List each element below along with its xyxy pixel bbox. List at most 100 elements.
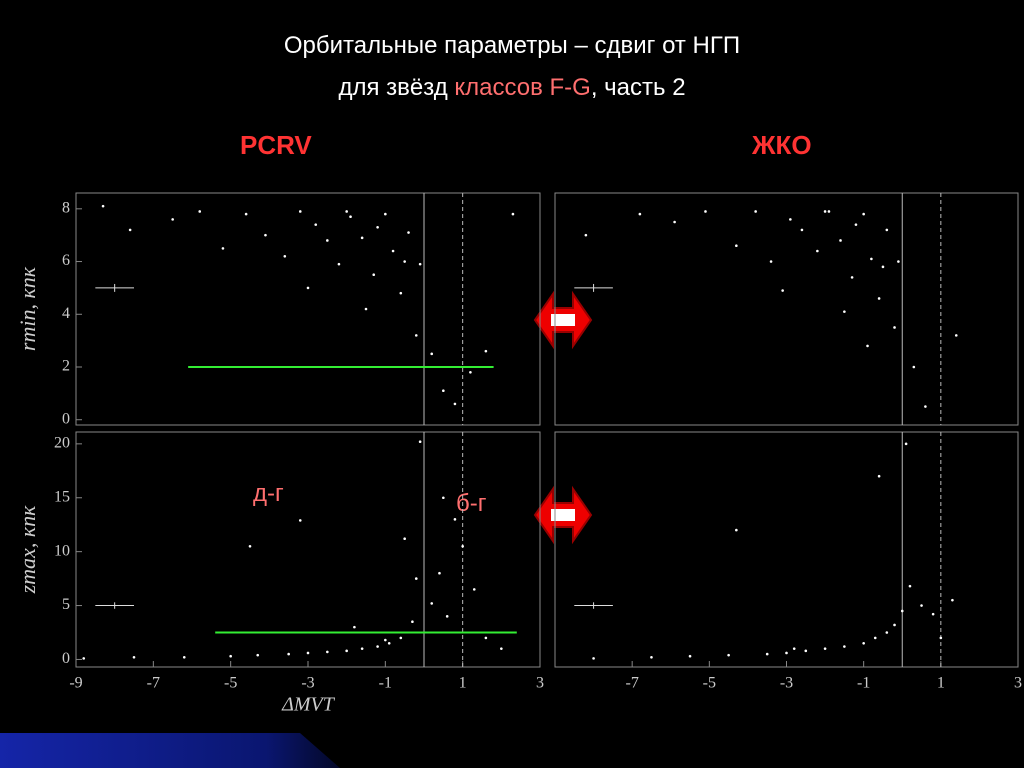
point: [326, 650, 329, 654]
y-tick-label: 6: [62, 252, 70, 269]
point: [414, 334, 418, 337]
point: [353, 625, 356, 629]
point: [229, 654, 232, 658]
point: [287, 652, 290, 656]
point: [345, 210, 348, 213]
point: [407, 231, 410, 234]
point: [182, 655, 186, 659]
point: [893, 623, 896, 627]
point: [283, 254, 287, 258]
panel-label: PCRV: [240, 130, 312, 160]
point: [360, 236, 364, 240]
point: [920, 604, 923, 607]
x-tick-label: 3: [1014, 675, 1022, 692]
plot-frame: [554, 431, 1019, 668]
point: [403, 260, 406, 263]
point: [735, 528, 738, 532]
point: [924, 405, 927, 408]
y-tick-label: 0: [62, 410, 70, 427]
point: [870, 257, 873, 261]
y-tick-label: 10: [54, 542, 70, 559]
x-tick-label: -9: [69, 675, 82, 692]
y-tick-label: 4: [62, 305, 70, 322]
y-axis-label: zmax, кпк: [15, 505, 40, 595]
point: [442, 496, 445, 500]
point: [314, 223, 318, 226]
point: [372, 273, 376, 277]
point: [735, 244, 738, 248]
point: [727, 653, 730, 657]
point: [438, 571, 441, 575]
point: [360, 647, 364, 650]
point: [638, 212, 642, 216]
point: [445, 615, 449, 618]
point: [376, 225, 379, 229]
point: [418, 440, 422, 444]
point: [171, 218, 174, 221]
point: [298, 519, 302, 522]
point: [827, 210, 831, 213]
x-tick-label: -1: [379, 675, 392, 692]
point: [453, 402, 457, 406]
annotation: д-г: [253, 480, 284, 507]
title-part: классов F-G: [454, 74, 591, 101]
y-tick-label: 5: [62, 596, 70, 613]
point: [931, 612, 935, 616]
point: [132, 655, 136, 659]
point: [403, 537, 406, 541]
point: [592, 657, 595, 660]
double-arrow: [533, 290, 593, 350]
point: [885, 631, 889, 634]
point: [866, 344, 869, 348]
point: [387, 641, 391, 645]
point: [442, 389, 445, 393]
point: [816, 249, 819, 253]
point: [198, 210, 202, 213]
annotation: б-г: [456, 490, 487, 517]
point: [364, 307, 368, 311]
title-part: для звёзд: [338, 74, 455, 101]
point: [904, 442, 908, 446]
bottom-band: [0, 733, 340, 768]
x-tick-label: -7: [626, 675, 639, 692]
x-tick-label: -3: [301, 675, 314, 692]
point: [839, 239, 842, 242]
y-axis-label: rmin, кпк: [15, 266, 40, 351]
point: [244, 212, 248, 216]
point: [484, 349, 488, 353]
title-part: , часть 2: [590, 74, 686, 101]
point: [399, 636, 403, 640]
y-tick-label: 2: [62, 358, 70, 375]
x-tick-label: 1: [937, 675, 945, 692]
point: [469, 370, 472, 374]
y-tick-label: 8: [62, 199, 70, 216]
point: [337, 262, 341, 266]
y-tick-label: 15: [54, 488, 70, 505]
plot-frame: [554, 192, 1019, 426]
plot-frame: [75, 192, 541, 426]
point: [376, 645, 379, 648]
point: [584, 233, 588, 237]
point: [939, 636, 943, 640]
point: [862, 641, 865, 645]
point: [82, 657, 86, 660]
point: [862, 212, 865, 216]
point: [908, 584, 912, 588]
point: [877, 297, 881, 300]
point: [804, 649, 808, 653]
point: [688, 654, 692, 658]
point: [704, 210, 707, 213]
point: [954, 334, 958, 337]
point: [101, 204, 105, 208]
point: [843, 645, 846, 648]
point: [781, 289, 784, 292]
title-line: Орбитальные параметры – сдвиг от НГП: [283, 32, 741, 59]
x-tick-label: 3: [536, 675, 544, 692]
point: [298, 210, 302, 213]
point: [877, 474, 881, 478]
point: [850, 276, 854, 279]
double-arrow: [533, 485, 593, 545]
panel-label: ЖКО: [752, 130, 812, 160]
point: [384, 212, 387, 216]
point: [792, 647, 796, 650]
